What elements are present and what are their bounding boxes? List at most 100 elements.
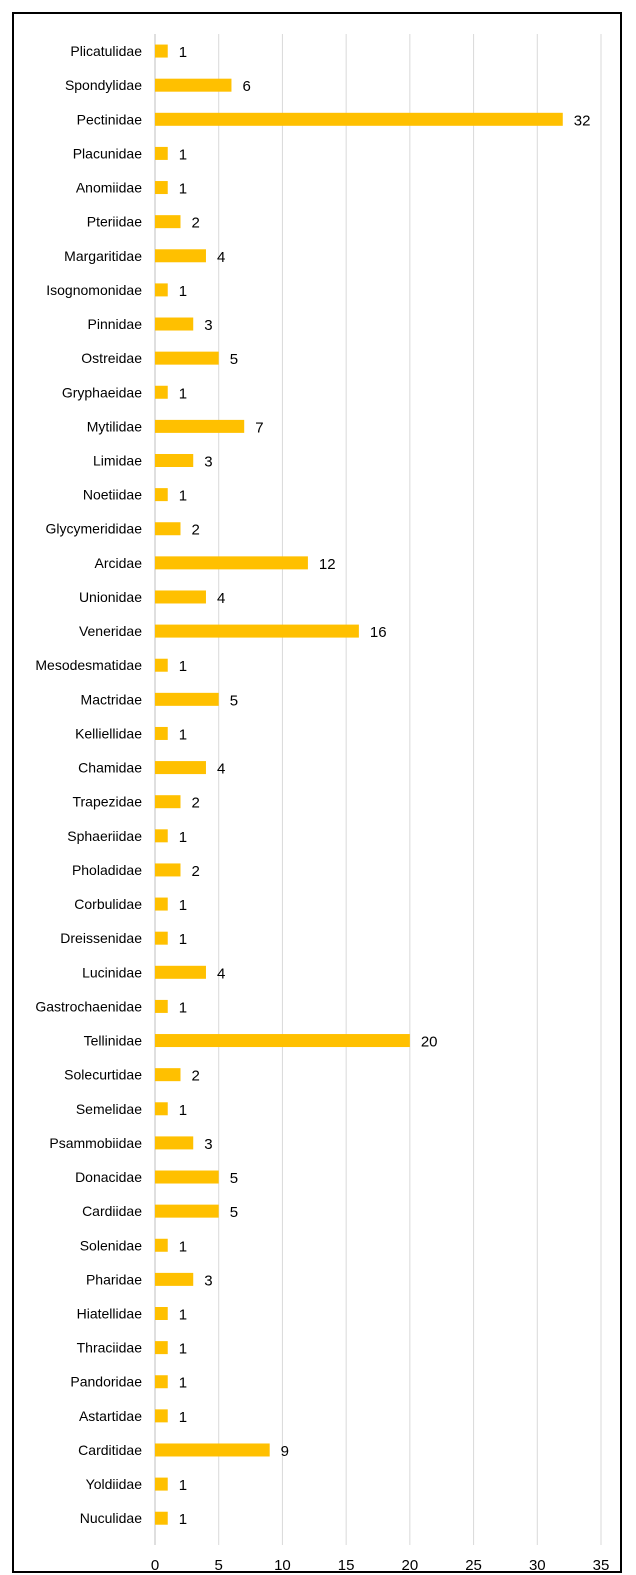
bar xyxy=(155,352,219,365)
bar xyxy=(155,1341,168,1354)
data-label: 1 xyxy=(179,1102,187,1119)
category-label: Nuculidae xyxy=(80,1510,142,1526)
category-label: Tellinidae xyxy=(84,1033,143,1049)
x-tick-label: 10 xyxy=(274,1557,291,1574)
bar xyxy=(155,1512,168,1525)
bar xyxy=(155,1102,168,1115)
data-label: 5 xyxy=(230,351,238,368)
data-label: 1 xyxy=(179,44,187,61)
bar xyxy=(155,1409,168,1422)
bar xyxy=(155,1171,219,1184)
data-label: 20 xyxy=(421,1034,438,1051)
bar xyxy=(155,1205,219,1218)
bar xyxy=(155,249,206,262)
x-tick-label: 25 xyxy=(465,1557,482,1574)
category-label: Mesodesmatidae xyxy=(35,657,142,673)
category-label: Kelliellidae xyxy=(75,725,142,741)
data-label: 5 xyxy=(230,1170,238,1187)
data-label: 5 xyxy=(230,692,238,709)
category-label: Pectinidae xyxy=(77,111,143,127)
category-label: Gryphaeidae xyxy=(62,384,142,400)
category-label: Yoldiidae xyxy=(86,1476,143,1492)
bar xyxy=(155,386,168,399)
category-label: Astartidae xyxy=(79,1408,142,1424)
bar xyxy=(155,590,206,603)
x-tick-label: 20 xyxy=(402,1557,419,1574)
category-label: Solenidae xyxy=(80,1237,142,1253)
data-label: 1 xyxy=(179,146,187,163)
data-label: 1 xyxy=(179,1307,187,1324)
category-label: Margaritidae xyxy=(64,248,142,264)
bar xyxy=(155,556,308,569)
data-label: 1 xyxy=(179,658,187,675)
data-label: 1 xyxy=(179,726,187,743)
category-label: Spondylidae xyxy=(65,77,142,93)
category-label: Thraciidae xyxy=(77,1340,143,1356)
bar xyxy=(155,727,168,740)
data-label: 1 xyxy=(179,897,187,914)
x-tick-label: 15 xyxy=(338,1557,355,1574)
bar xyxy=(155,659,168,672)
data-label: 4 xyxy=(217,590,225,607)
data-label: 2 xyxy=(191,863,199,880)
category-label: Mytilidae xyxy=(87,418,142,434)
category-label: Anomiidae xyxy=(76,180,142,196)
category-label: Gastrochaenidae xyxy=(35,998,142,1014)
category-label: Trapezidae xyxy=(72,794,142,810)
bar xyxy=(155,1136,193,1149)
data-label: 1 xyxy=(179,829,187,846)
data-label: 2 xyxy=(191,522,199,539)
bar xyxy=(155,1375,168,1388)
bar xyxy=(155,1068,180,1081)
data-label: 1 xyxy=(179,181,187,198)
category-label: Placunidae xyxy=(73,145,142,161)
x-tick-label: 35 xyxy=(593,1557,610,1574)
category-label: Donacidae xyxy=(75,1169,142,1185)
x-tick-label: 0 xyxy=(151,1557,159,1574)
data-label: 1 xyxy=(179,1511,187,1528)
bar xyxy=(155,488,168,501)
category-label: Veneridae xyxy=(79,623,142,639)
category-label: Dreissenidae xyxy=(60,930,142,946)
category-label: Glycymerididae xyxy=(46,521,143,537)
category-label: Pharidae xyxy=(86,1271,142,1287)
category-label: Pholadidae xyxy=(72,862,142,878)
bar xyxy=(155,283,168,296)
category-label: Sphaeriidae xyxy=(67,828,142,844)
category-label: Hiatellidae xyxy=(77,1306,143,1322)
data-label: 1 xyxy=(179,1238,187,1255)
bar xyxy=(155,1034,410,1047)
category-label: Semelidae xyxy=(76,1101,142,1117)
category-label: Psammobiidae xyxy=(49,1135,142,1151)
category-label: Corbulidae xyxy=(74,896,142,912)
data-label: 1 xyxy=(179,1477,187,1494)
category-label: Carditidae xyxy=(78,1442,142,1458)
bar xyxy=(155,79,231,92)
category-label: Ostreidae xyxy=(81,350,142,366)
category-label: Pteriidae xyxy=(87,214,142,230)
bar xyxy=(155,898,168,911)
bar xyxy=(155,318,193,331)
data-label: 2 xyxy=(191,215,199,232)
data-label: 1 xyxy=(179,1409,187,1426)
category-label: Solecurtidae xyxy=(64,1067,142,1083)
category-label: Pinnidae xyxy=(88,316,143,332)
bar xyxy=(155,932,168,945)
category-label: Pandoridae xyxy=(70,1374,142,1390)
category-label: Chamidae xyxy=(78,760,142,776)
bar xyxy=(155,966,206,979)
data-label: 1 xyxy=(179,1341,187,1358)
bar xyxy=(155,147,168,160)
data-label: 4 xyxy=(217,761,225,778)
data-label: 3 xyxy=(204,454,212,471)
bar xyxy=(155,1443,270,1456)
x-tick-label: 5 xyxy=(215,1557,223,1574)
data-label: 1 xyxy=(179,1375,187,1392)
bar xyxy=(155,181,168,194)
bar xyxy=(155,761,206,774)
data-label: 16 xyxy=(370,624,387,641)
category-label: Arcidae xyxy=(95,555,143,571)
bar xyxy=(155,795,180,808)
category-label: Mactridae xyxy=(81,691,143,707)
